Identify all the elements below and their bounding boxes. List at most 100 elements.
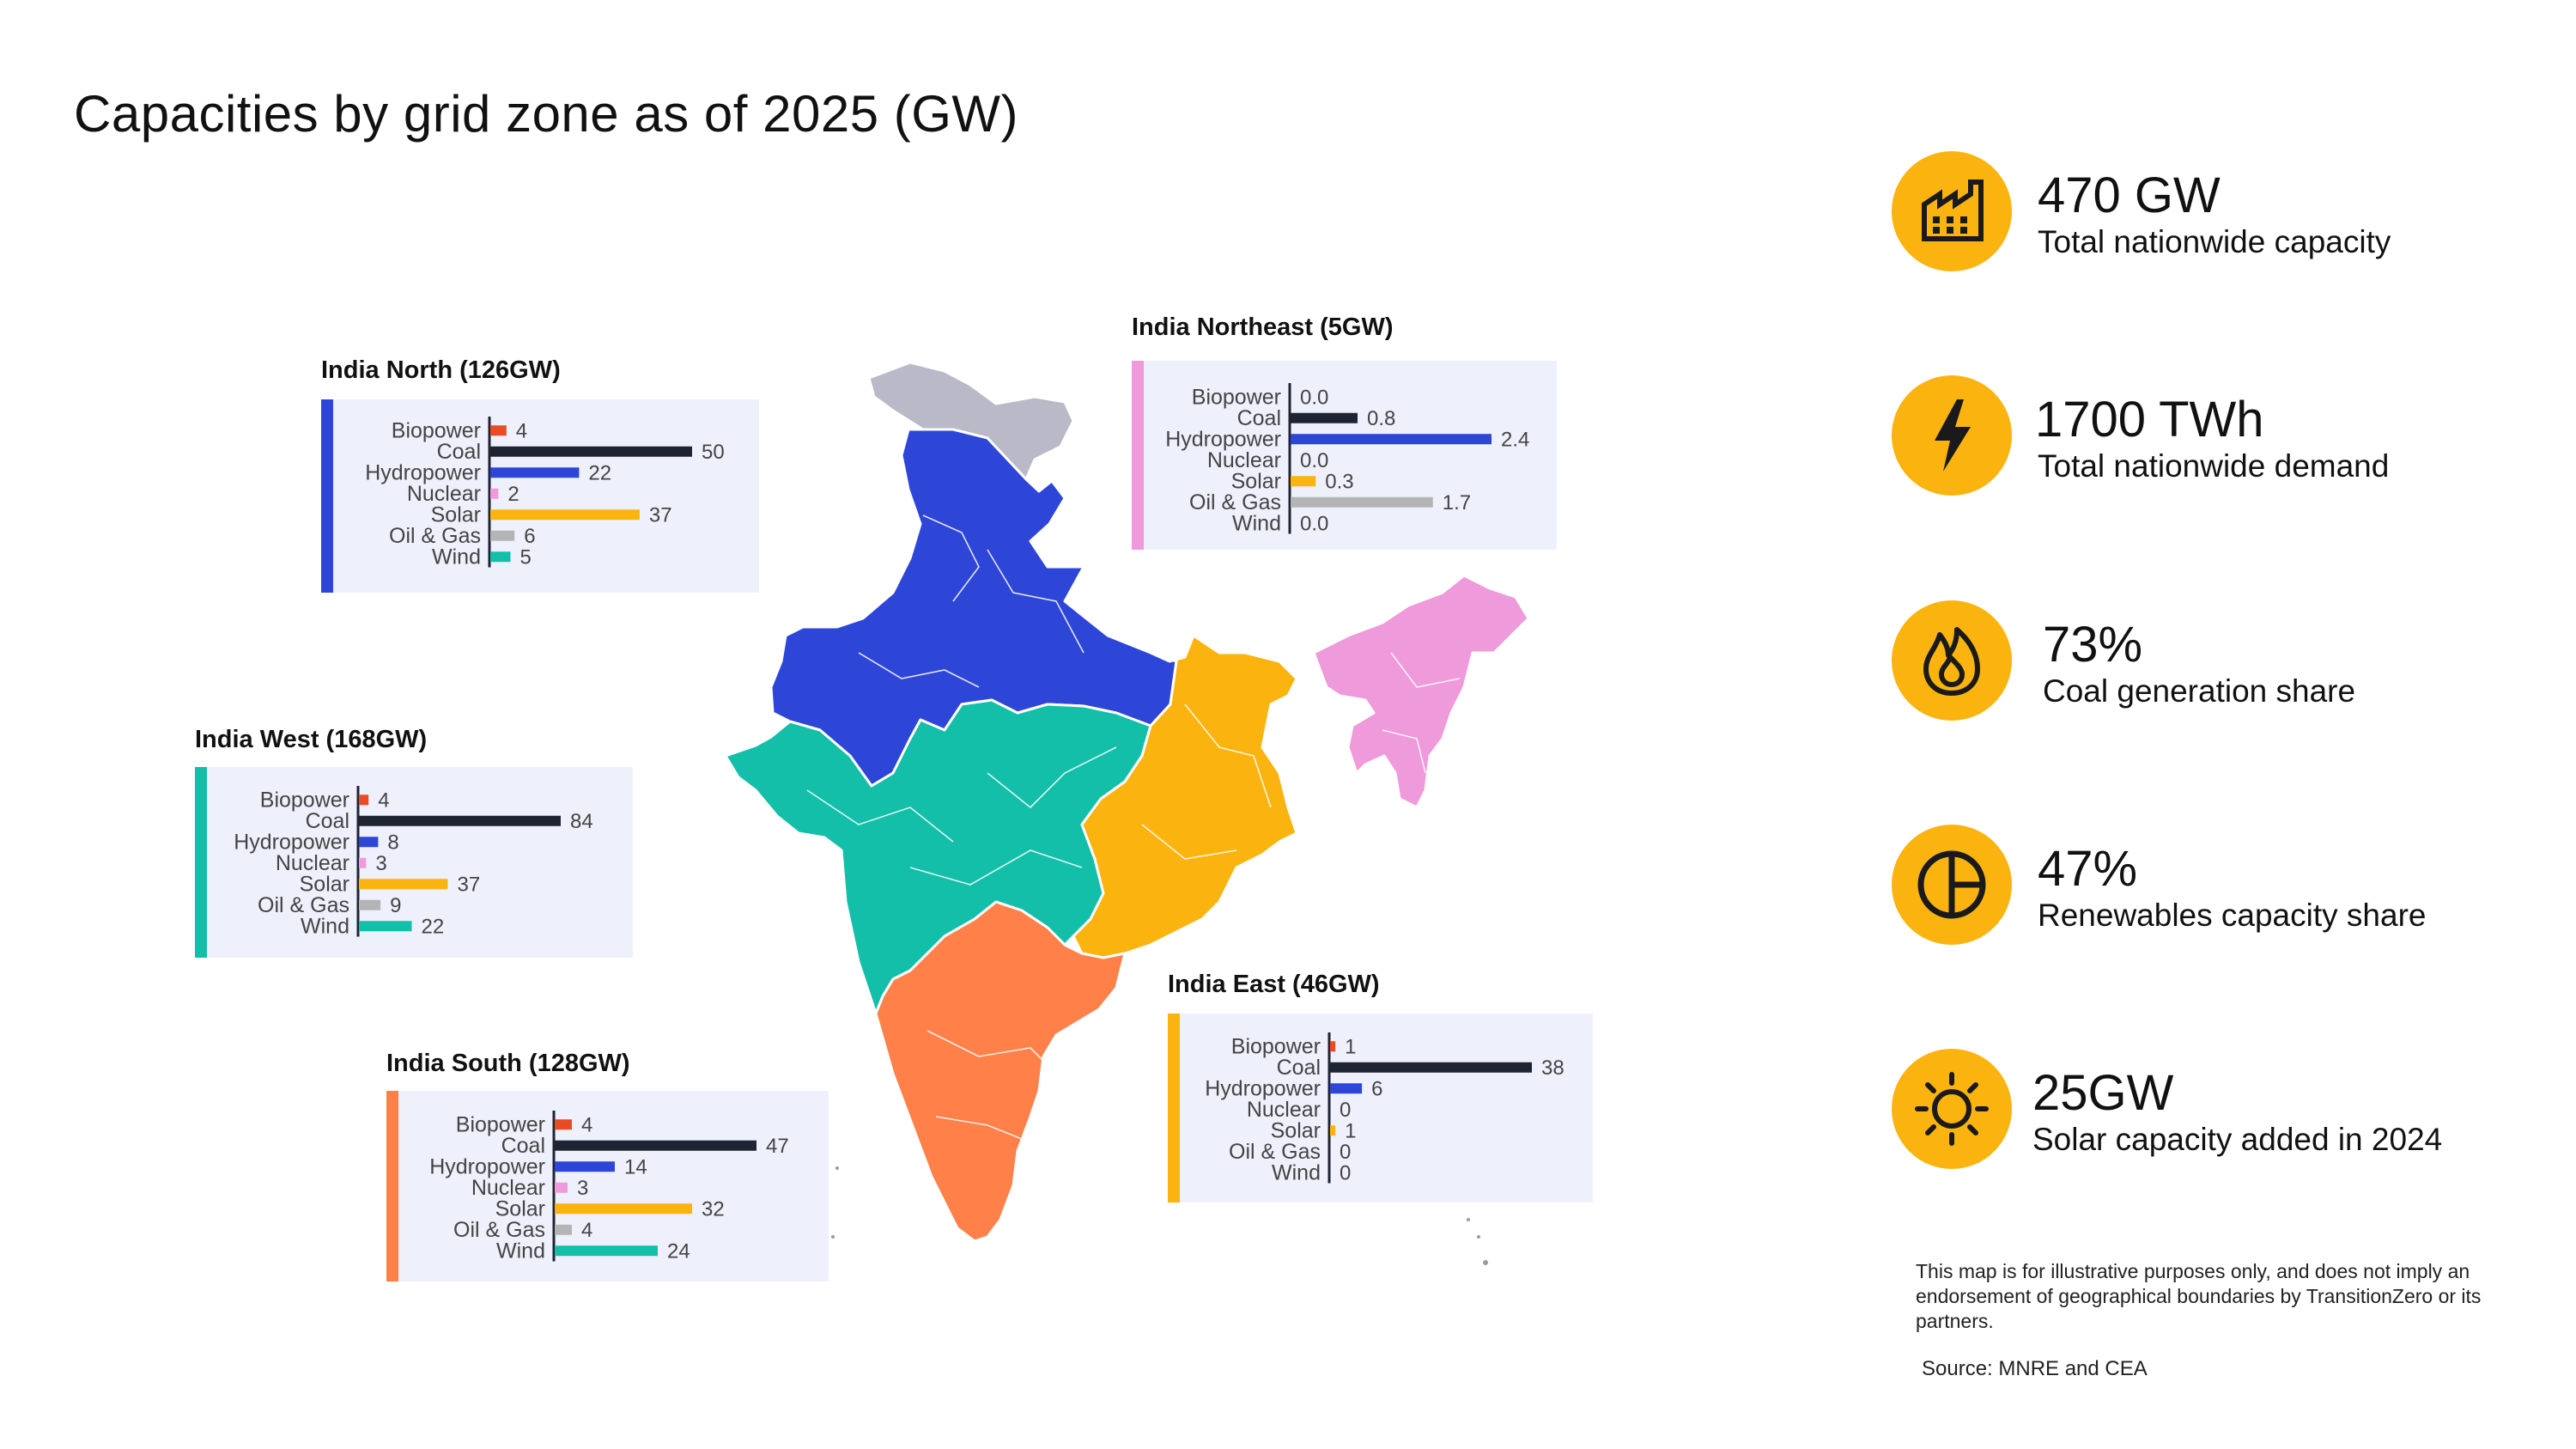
category-label-nuclear: Nuclear bbox=[1207, 448, 1281, 472]
bar-solar bbox=[490, 509, 640, 521]
category-label-wind: Wind bbox=[301, 914, 349, 938]
zone-panel-northeast: India Northeast (5GW) Biopower 0.0 Coal 0.8… bbox=[1132, 314, 1557, 550]
stat-value: 73% bbox=[2043, 617, 2143, 673]
stat-label: Total nationwide demand bbox=[2038, 448, 2390, 484]
zone-bar-chart: Biopower 4 Coal 84 Hydropower 8 Nuclear 3 Solar 3… bbox=[234, 786, 593, 938]
chart-title: Capacities by grid zone as of 2025 (GW) bbox=[74, 85, 1018, 143]
category-label-biopower: Biopower bbox=[1231, 1034, 1321, 1058]
value-label-solar: 37 bbox=[649, 503, 672, 527]
value-label-nuclear: 0.0 bbox=[1300, 449, 1328, 472]
map-disclaimer: This map is for illustrative purposes on… bbox=[1916, 1260, 2482, 1332]
category-label-oil-gas: Oil & Gas bbox=[1189, 490, 1281, 514]
category-label-wind: Wind bbox=[1272, 1160, 1321, 1184]
value-label-solar: 1 bbox=[1345, 1119, 1356, 1142]
zone-chart-box: Biopower 1 Coal 38 Hydropower 6 Nuclear 0 Solar 1… bbox=[1168, 1014, 1593, 1202]
category-label-oil-gas: Oil & Gas bbox=[453, 1218, 545, 1242]
zone-title: India West (168GW) bbox=[195, 726, 428, 753]
bar-nuclear bbox=[555, 1182, 568, 1193]
zone-bar-chart: Biopower 4 Coal 47 Hydropower 14 Nuclear 3 Solar… bbox=[429, 1111, 789, 1263]
stat-solar-added: 25GW Solar capacity added in 2024 bbox=[1892, 1049, 2544, 1173]
stat-coal-share: 73% Coal generation share bbox=[1892, 600, 2544, 725]
zone-bar-chart: Biopower 4 Coal 50 Hydropower 22 Nuclear 2 Solar… bbox=[365, 417, 725, 569]
stat-value: 25GW bbox=[2032, 1065, 2174, 1121]
category-label-biopower: Biopower bbox=[1192, 385, 1281, 409]
stat-icon-circle bbox=[1892, 151, 2012, 271]
category-label-nuclear: Nuclear bbox=[276, 851, 349, 875]
value-label-solar: 32 bbox=[702, 1197, 725, 1221]
value-label-nuclear: 3 bbox=[577, 1177, 588, 1200]
bar-hydropower bbox=[359, 837, 379, 848]
category-label-coal: Coal bbox=[306, 809, 349, 833]
value-label-biopower: 0.0 bbox=[1300, 386, 1328, 409]
stat-total-demand: 1700 TWh Total nationwide demand bbox=[1892, 375, 2544, 500]
bar-coal bbox=[359, 815, 561, 826]
value-label-coal: 50 bbox=[702, 441, 725, 464]
stat-label: Renewables capacity share bbox=[2038, 898, 2427, 933]
zone-bar-chart: Biopower 1 Coal 38 Hydropower 6 Nuclear 0 Solar 1… bbox=[1205, 1032, 1564, 1184]
category-label-coal: Coal bbox=[501, 1134, 545, 1158]
value-label-hydropower: 22 bbox=[588, 461, 611, 484]
zone-title: India East (46GW) bbox=[1168, 971, 1380, 998]
value-label-biopower: 4 bbox=[581, 1113, 592, 1136]
category-label-biopower: Biopower bbox=[456, 1112, 545, 1136]
stat-label: Solar capacity added in 2024 bbox=[2032, 1122, 2443, 1157]
bar-nuclear bbox=[490, 488, 499, 499]
bar-hydropower bbox=[490, 467, 580, 478]
value-label-oil-gas: 1.7 bbox=[1443, 491, 1471, 514]
value-label-oil-gas: 9 bbox=[390, 894, 401, 917]
zone-chart-box: Biopower 4 Coal 50 Hydropower 22 Nuclear 2 Solar… bbox=[321, 399, 759, 593]
stat-total-capacity: 470 GW Total nationwide capacity bbox=[1892, 151, 2544, 276]
zone-panel-north: India North (126GW) Biopower 4 Coal 50 Hydro… bbox=[321, 356, 759, 593]
bar-hydropower bbox=[555, 1161, 615, 1172]
stat-icon-circle bbox=[1892, 1049, 2012, 1169]
stat-icon-circle bbox=[1892, 600, 2012, 721]
value-label-wind: 5 bbox=[520, 545, 532, 569]
bar-wind bbox=[359, 921, 412, 932]
stat-renewables-share: 47% Renewables capacity share bbox=[1892, 825, 2544, 949]
stat-value: 470 GW bbox=[2038, 167, 2221, 223]
lightning-icon bbox=[1935, 399, 1971, 472]
category-label-solar: Solar bbox=[1231, 469, 1281, 493]
bar-nuclear bbox=[359, 857, 367, 868]
category-label-solar: Solar bbox=[495, 1196, 545, 1221]
bar-hydropower bbox=[1291, 434, 1492, 445]
category-label-hydropower: Hydropower bbox=[429, 1154, 545, 1178]
category-label-coal: Coal bbox=[437, 440, 481, 464]
category-label-nuclear: Nuclear bbox=[471, 1176, 545, 1200]
zone-accent-bar bbox=[1132, 361, 1144, 550]
zone-chart-box: Biopower 4 Coal 84 Hydropower 8 Nuclear 3 Solar 3… bbox=[195, 767, 633, 958]
zone-accent-bar bbox=[321, 399, 333, 593]
map-region-south bbox=[874, 900, 1127, 1243]
value-label-nuclear: 2 bbox=[507, 483, 519, 506]
value-label-biopower: 4 bbox=[516, 419, 527, 442]
bar-wind bbox=[490, 551, 511, 563]
zone-title: India Northeast (5GW) bbox=[1132, 314, 1394, 341]
bar-coal bbox=[490, 446, 692, 457]
bar-solar bbox=[1330, 1125, 1336, 1136]
bar-biopower bbox=[490, 425, 507, 436]
category-label-biopower: Biopower bbox=[392, 418, 481, 442]
bar-solar bbox=[555, 1203, 692, 1215]
category-label-nuclear: Nuclear bbox=[1247, 1098, 1321, 1122]
value-label-nuclear: 0 bbox=[1340, 1099, 1351, 1122]
zone-title: India South (128GW) bbox=[386, 1050, 630, 1077]
pie-chart-icon bbox=[1917, 850, 1986, 919]
value-label-oil-gas: 6 bbox=[524, 525, 535, 548]
category-label-nuclear: Nuclear bbox=[407, 482, 481, 506]
bar-coal bbox=[555, 1140, 756, 1151]
category-label-solar: Solar bbox=[300, 872, 349, 896]
zone-chart-box: Biopower 4 Coal 47 Hydropower 14 Nuclear 3 Solar… bbox=[386, 1091, 829, 1282]
value-label-hydropower: 8 bbox=[387, 831, 398, 854]
value-label-oil-gas: 4 bbox=[581, 1219, 592, 1242]
category-label-coal: Coal bbox=[1277, 1056, 1321, 1080]
bar-hydropower bbox=[1330, 1083, 1363, 1094]
bar-oil-gas bbox=[490, 530, 515, 541]
bar-biopower bbox=[1330, 1041, 1336, 1052]
stat-icon-circle bbox=[1892, 375, 2012, 496]
stat-label: Coal generation share bbox=[2043, 673, 2356, 709]
zone-bar-chart: Biopower 0.0 Coal 0.8 Hydropower 2.4 Nuclear 0.… bbox=[1165, 383, 1529, 535]
category-label-coal: Coal bbox=[1237, 406, 1281, 430]
map-region-disputed bbox=[867, 361, 1075, 481]
zone-panel-south: India South (128GW) Biopower 4 Coal 47 Hydro… bbox=[386, 1050, 829, 1282]
